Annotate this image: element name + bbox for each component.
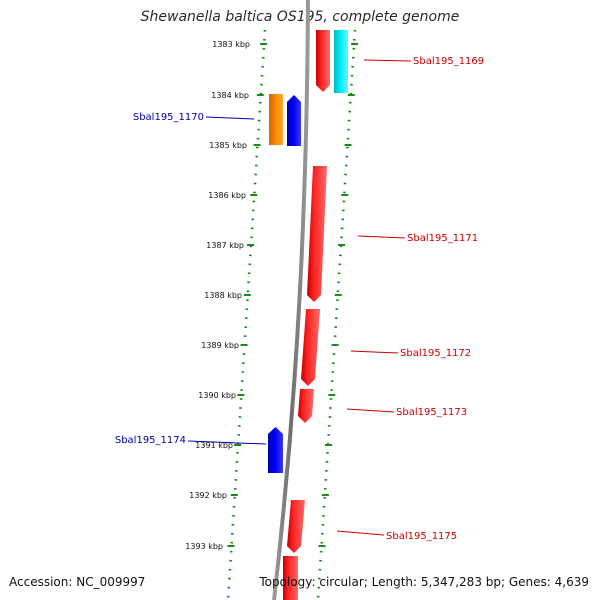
gene-label-leaders xyxy=(187,59,412,536)
gene-arrow-sbal195-1168[interactable] xyxy=(316,30,330,92)
gene-label-sbal195-1170[interactable]: Sbal195_1170 xyxy=(133,112,204,123)
gene-arrow-sbal195-1174[interactable] xyxy=(268,427,283,473)
position-label: 1392 kbp xyxy=(189,491,227,500)
gene-label-sbal195-1174[interactable]: Sbal195_1174 xyxy=(115,435,186,446)
gene-arrow-sbal195-1173[interactable] xyxy=(298,389,314,423)
gene-label-sbal195-1171[interactable]: Sbal195_1171 xyxy=(407,233,478,244)
gene-block-orange[interactable] xyxy=(269,94,283,145)
position-label: 1389 kbp xyxy=(201,341,239,350)
position-label: 1391 kbp xyxy=(195,441,233,450)
gene-arrow-sbal195-1171[interactable] xyxy=(307,166,327,302)
position-label: 1387 kbp xyxy=(206,241,244,250)
inner-ruler xyxy=(226,29,267,600)
position-label: 1393 kbp xyxy=(185,542,223,551)
genome-summary: Topology: circular; Length: 5,347,283 bp… xyxy=(259,575,589,589)
position-label: 1390 kbp xyxy=(198,391,236,400)
gene-arrow-sbal195-1170[interactable] xyxy=(287,95,301,146)
outer-ruler xyxy=(316,29,357,600)
gene-arrow-sbal195-1172[interactable] xyxy=(301,309,320,386)
label-leader xyxy=(350,350,399,354)
label-leader xyxy=(363,59,412,62)
ruler-lines xyxy=(226,29,359,600)
position-label: 1383 kbp xyxy=(212,40,250,49)
gene-track xyxy=(268,30,348,600)
gene-label-sbal195-1175[interactable]: Sbal195_1175 xyxy=(386,531,457,542)
gene-block-next[interactable] xyxy=(283,556,298,600)
position-label: 1384 kbp xyxy=(211,91,249,100)
gene-label-sbal195-1172[interactable]: Sbal195_1172 xyxy=(400,348,471,359)
label-leader xyxy=(187,440,267,445)
position-label: 1388 kbp xyxy=(204,291,242,300)
gene-label-sbal195-1173[interactable]: Sbal195_1173 xyxy=(396,407,467,418)
position-label: 1385 kbp xyxy=(209,141,247,150)
label-leader xyxy=(357,235,406,239)
map-title: Shewanella baltica OS195, complete genom… xyxy=(140,9,460,25)
accession-text: Accession: NC_009997 xyxy=(9,575,146,589)
label-leader xyxy=(205,116,255,120)
genome-backbone xyxy=(272,0,310,600)
label-leader xyxy=(336,530,385,536)
gene-block-sbal195-1169[interactable] xyxy=(334,30,348,93)
gene-arrow-sbal195-1175[interactable] xyxy=(287,500,305,553)
gene-label-sbal195-1169[interactable]: Sbal195_1169 xyxy=(413,56,484,67)
position-label: 1386 kbp xyxy=(208,191,246,200)
label-leader xyxy=(346,408,395,413)
